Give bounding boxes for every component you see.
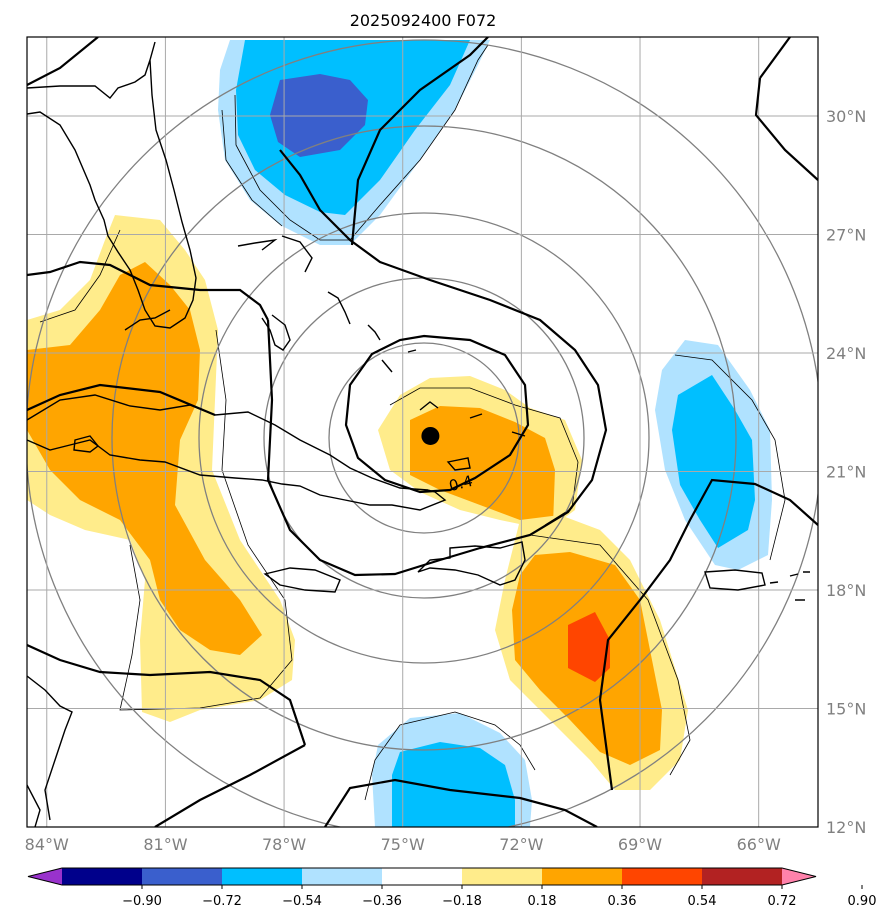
bahamas-eleuthera: [327, 291, 351, 325]
eastern-negative-mid: [672, 375, 755, 548]
bahamas-abaco: [281, 235, 313, 273]
southeastern-positive-core: [568, 612, 610, 682]
thin-contour: [119, 329, 293, 711]
isla-juventud: [73, 435, 99, 453]
lon-tick-label: 81°W: [143, 835, 187, 854]
thin-contour: [39, 229, 121, 323]
colorbar-tick-label: −0.36: [362, 894, 402, 909]
bahamas-andros: [261, 314, 291, 351]
cuba-north-coast: [27, 394, 429, 491]
western-positive-region: [27, 215, 295, 722]
lon-tick-label: 72°W: [499, 835, 543, 854]
gridlines: [27, 37, 818, 827]
range-ring: [27, 39, 818, 827]
colorbar-tick-label: −0.54: [282, 894, 322, 909]
lat-tick-label: 21°N: [826, 463, 866, 482]
thick-contour-west-lower: [27, 383, 216, 417]
map-area: 0.4: [27, 37, 818, 827]
eastern-negative-region: [655, 340, 772, 570]
thin-contour: [674, 354, 786, 561]
colorbar-swatch: [62, 868, 143, 885]
thin-contour: [389, 387, 579, 526]
inagua: [419, 401, 439, 411]
lat-tick-label: 12°N: [826, 818, 866, 837]
southern-negative-mid: [392, 742, 515, 827]
thick-contour-northeast-a: [759, 37, 791, 79]
thick-contour-south-west: [154, 744, 306, 827]
cuba-south-coast: [27, 439, 447, 511]
thick-contour-north: [350, 37, 489, 246]
colorbar-swatch: [142, 868, 223, 885]
lon-tick-label: 75°W: [381, 835, 425, 854]
thin-contour: [529, 534, 691, 776]
map-frame: [26, 36, 819, 828]
colorbar-tick-label: 0.54: [688, 894, 717, 909]
thick-contour-west-band: [27, 260, 269, 321]
lon-tick-label: 66°W: [737, 835, 781, 854]
lon-tick-label: 69°W: [618, 835, 662, 854]
lon-tick-label: 78°W: [262, 835, 306, 854]
lat-tick-label: 15°N: [826, 700, 866, 719]
range-ring: [198, 212, 650, 664]
honduras-coast: [27, 784, 41, 827]
keys: [124, 309, 171, 331]
thick-contours: [27, 37, 818, 827]
virgin-islands: [769, 571, 810, 601]
storm-center-marker: [421, 426, 440, 445]
colorbar-swatch: [302, 868, 383, 885]
thick-contour-northwest: [27, 37, 99, 86]
colorbar-tick-label: 0.36: [608, 894, 637, 909]
contour-label: 0.4: [447, 472, 475, 495]
thick-contour-inner-ring: [344, 334, 530, 494]
colorbar-swatch: [622, 868, 703, 885]
colorbar-tick-label: −0.18: [442, 894, 482, 909]
colorbar: −0.90 −0.72 −0.54 −0.36 −0.18 0.18 0.36 0.54 0.7…: [27, 867, 877, 909]
bahamas-grand: [237, 238, 278, 251]
thin-contours: [39, 44, 786, 801]
colorbar-tick-label: −0.72: [202, 894, 242, 909]
northern-negative-region: [218, 40, 490, 245]
coastlines: [27, 41, 810, 827]
colorbar-swatch: [542, 868, 623, 885]
colorbar-swatch: [462, 868, 543, 885]
thick-contour-southeast: [598, 478, 818, 791]
yucatan-coast: [27, 675, 73, 821]
southern-negative-region: [372, 713, 532, 827]
thin-contour: [221, 109, 283, 227]
puerto-rico: [704, 569, 766, 591]
colorbar-tick-label: 0.90: [848, 894, 877, 909]
western-positive-mid: [27, 262, 262, 655]
range-ring: [111, 125, 737, 751]
lat-tick-label: 27°N: [826, 226, 866, 245]
thick-contour-southwest: [27, 643, 307, 746]
lat-tick-label: 24°N: [826, 344, 866, 363]
colorbar-tick-label: −0.90: [122, 894, 162, 909]
colorbar-tick-label: 0.18: [528, 894, 557, 909]
colorbar-extend-low: [28, 868, 62, 885]
geo-tick-labels: 84°W 81°W 78°W 75°W 72°W 69°W 66°W 30°N 27°N 24°N…: [25, 107, 867, 854]
colorbar-outline: [27, 867, 817, 886]
colorbar-swatch: [382, 868, 463, 885]
colorbar-swatch: [702, 868, 783, 885]
thick-contour-outer-ring: [266, 149, 608, 577]
thin-contour: [364, 711, 536, 801]
lat-tick-label: 30°N: [826, 107, 866, 126]
colorbar-swatch: [222, 868, 303, 885]
lat-tick-label: 18°N: [826, 581, 866, 600]
thick-contour-south: [324, 778, 598, 827]
lon-tick-label: 84°W: [25, 835, 69, 854]
colorbar-tick-label: 0.72: [768, 894, 797, 909]
colorbar-extend-high: [782, 868, 816, 885]
hispaniola: [417, 541, 526, 586]
thick-contour-northeast-b: [754, 77, 818, 181]
chart-title: 2025092400 F072: [350, 11, 497, 30]
jamaica: [263, 567, 341, 593]
bahamas-exuma: [367, 324, 417, 373]
